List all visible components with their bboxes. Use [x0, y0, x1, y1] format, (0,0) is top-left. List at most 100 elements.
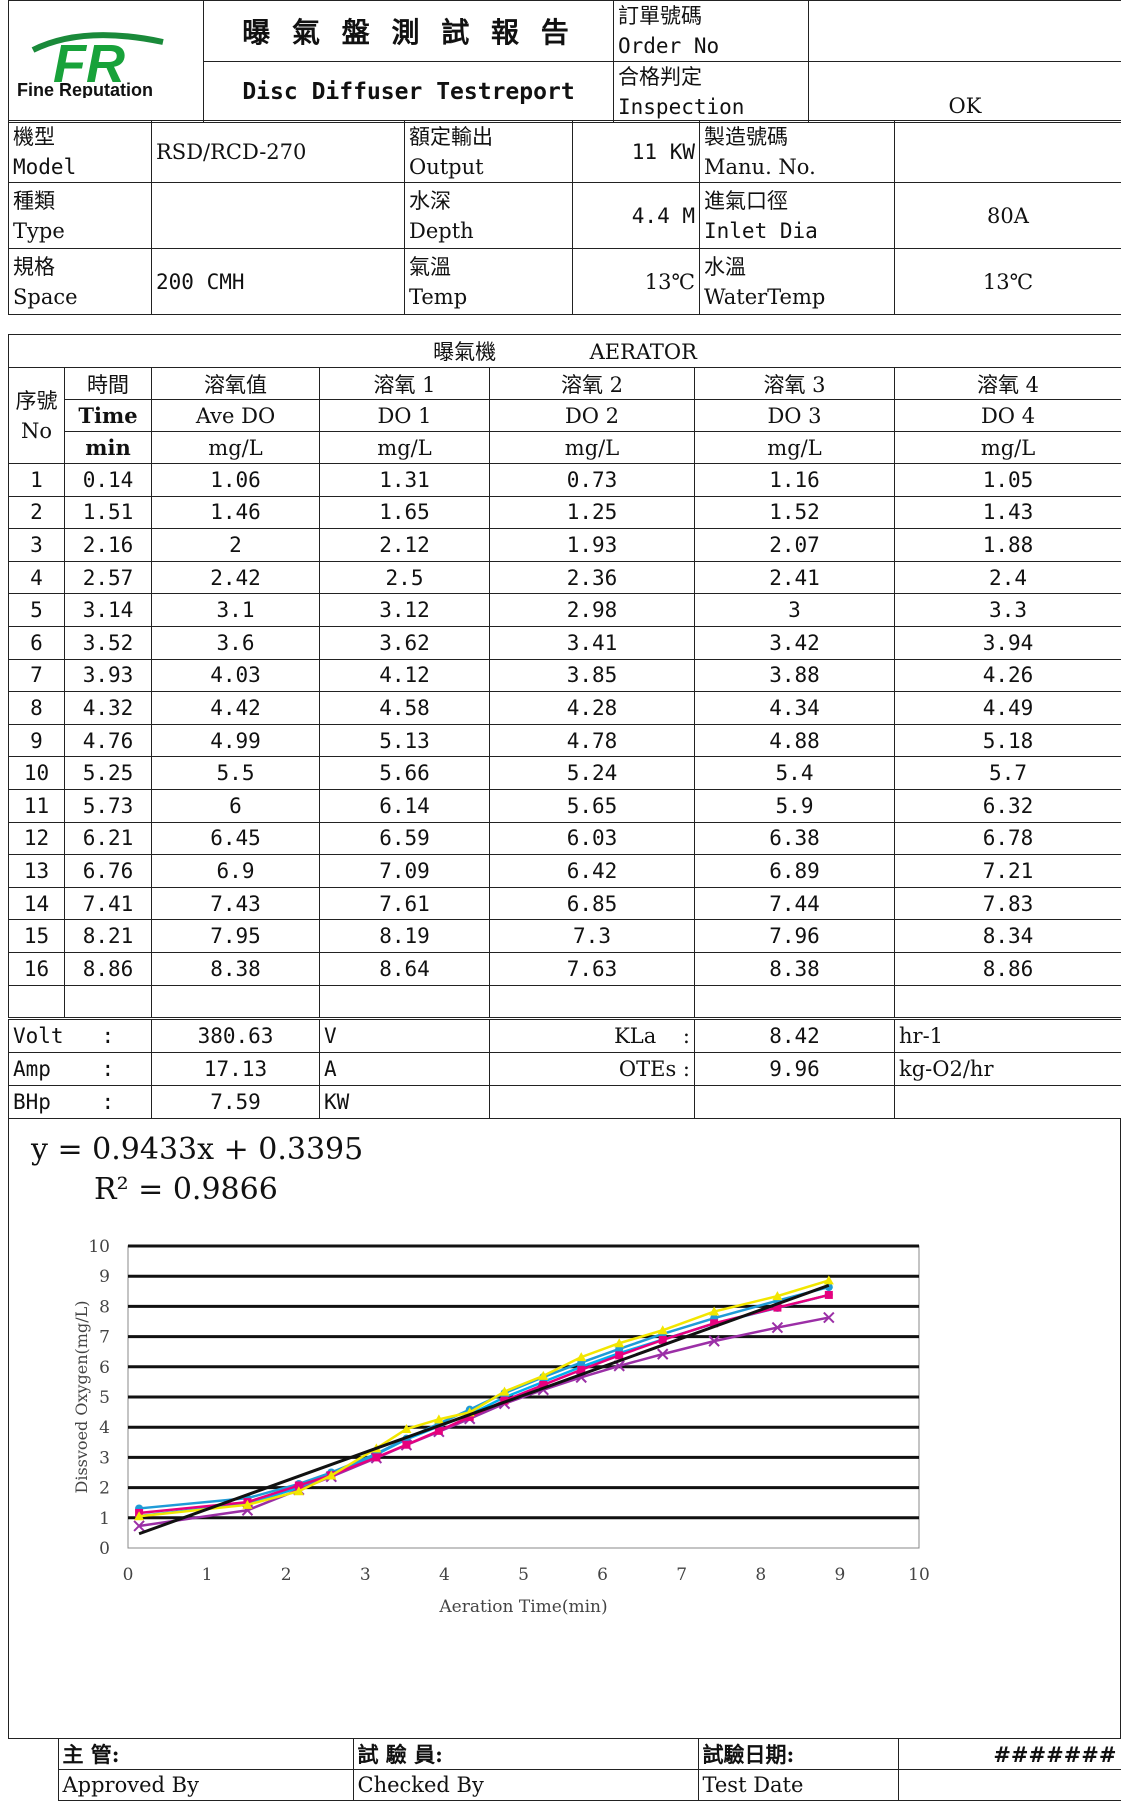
inspection-value: OK — [809, 62, 1121, 123]
row-do2: 7.3 — [490, 920, 695, 953]
row-do3: 3 — [695, 594, 895, 627]
row-ave-do: 2.42 — [152, 561, 320, 594]
row-no: 1 — [9, 464, 65, 497]
x-tick-label: 0 — [123, 1565, 134, 1585]
otes-unit: kg-O2/hr — [895, 1053, 1121, 1086]
row-ave-do: 6 — [152, 789, 320, 822]
inspection-cn: 合格判定 — [618, 65, 702, 89]
row-time: 3.14 — [65, 594, 152, 627]
y-tick-label: 3 — [99, 1448, 110, 1468]
row-do3: 5.9 — [695, 789, 895, 822]
logo-cell: FR Fine Reputation — [9, 1, 204, 123]
manu-cn: 製造號碼 — [704, 125, 788, 149]
type-en: Type — [13, 219, 65, 243]
row-do3: 2.07 — [695, 529, 895, 562]
row-do3: 4.34 — [695, 692, 895, 725]
row-do4: 7.21 — [895, 855, 1121, 888]
data-point — [615, 1351, 623, 1359]
x-tick-label: 4 — [439, 1565, 450, 1585]
row-time: 3.93 — [65, 659, 152, 692]
row-time: 4.76 — [65, 724, 152, 757]
row-do1: 2.5 — [320, 561, 490, 594]
row-do2: 0.73 — [490, 464, 695, 497]
row-do1: 7.61 — [320, 887, 490, 920]
do4-header-en: DO 4 — [895, 400, 1121, 432]
row-do2: 6.03 — [490, 822, 695, 855]
y-tick-label: 4 — [99, 1418, 110, 1438]
otes-label: OTEs : — [490, 1053, 695, 1086]
row-ave-do: 1.46 — [152, 496, 320, 529]
row-do1: 2.12 — [320, 529, 490, 562]
space-cn: 規格 — [13, 255, 55, 279]
row-time: 1.51 — [65, 496, 152, 529]
row-do1: 6.59 — [320, 822, 490, 855]
x-tick-label: 9 — [834, 1565, 845, 1585]
row-ave-do: 1.06 — [152, 464, 320, 497]
row-do3: 2.41 — [695, 561, 895, 594]
row-do2: 4.28 — [490, 692, 695, 725]
temp-cn: 氣溫 — [409, 255, 451, 279]
date-cn: 試驗日期: — [698, 1739, 898, 1770]
row-ave-do: 7.95 — [152, 920, 320, 953]
row-do4: 1.43 — [895, 496, 1121, 529]
row-do4: 4.49 — [895, 692, 1121, 725]
x-axis-label: Aeration Time(min) — [438, 1597, 607, 1617]
row-ave-do: 2 — [152, 529, 320, 562]
row-do3: 6.89 — [695, 855, 895, 888]
row-no: 12 — [9, 822, 65, 855]
row-do4: 5.7 — [895, 757, 1121, 790]
ave-unit: mg/L — [152, 432, 320, 464]
row-do2: 2.36 — [490, 561, 695, 594]
row-no: 2 — [9, 496, 65, 529]
row-do2: 3.41 — [490, 626, 695, 659]
blank-row — [9, 985, 1121, 1017]
summary-table: Volt : 380.63 V KLa : 8.42 hr-1 Amp : 17… — [8, 1019, 1121, 1119]
row-do3: 4.88 — [695, 724, 895, 757]
type-cn: 種類 — [13, 189, 55, 213]
row-no: 6 — [9, 626, 65, 659]
row-do2: 1.25 — [490, 496, 695, 529]
row-time: 6.76 — [65, 855, 152, 888]
y-tick-label: 6 — [99, 1358, 110, 1378]
kla-unit: hr-1 — [895, 1020, 1121, 1053]
row-no: 10 — [9, 757, 65, 790]
water-en: WaterTemp — [704, 285, 825, 309]
depth-cn: 水深 — [409, 189, 451, 213]
row-do4: 8.34 — [895, 920, 1121, 953]
row-do1: 8.64 — [320, 952, 490, 985]
ave-header-en: Ave DO — [152, 400, 320, 432]
row-ave-do: 8.38 — [152, 952, 320, 985]
row-do1: 8.19 — [320, 920, 490, 953]
row-do2: 5.65 — [490, 789, 695, 822]
x-tick-label: 1 — [202, 1565, 213, 1585]
x-tick-label: 8 — [755, 1565, 766, 1585]
x-tick-label: 6 — [597, 1565, 608, 1585]
y-tick-label: 1 — [99, 1509, 110, 1529]
row-no: 15 — [9, 920, 65, 953]
row-time: 8.86 — [65, 952, 152, 985]
inspection-en: Inspection — [618, 95, 744, 119]
row-ave-do: 4.99 — [152, 724, 320, 757]
row-do3: 1.52 — [695, 496, 895, 529]
do1-unit: mg/L — [320, 432, 490, 464]
bhp-value: 7.59 — [152, 1086, 320, 1119]
water-value: 13℃ — [895, 249, 1121, 315]
row-no: 5 — [9, 594, 65, 627]
row-time: 2.57 — [65, 561, 152, 594]
space-en: Space — [13, 285, 78, 309]
signature-table: 主 管: 試 驗 員: 試驗日期: ####### Approved By Ch… — [8, 1738, 1121, 1801]
type-value — [152, 183, 405, 249]
